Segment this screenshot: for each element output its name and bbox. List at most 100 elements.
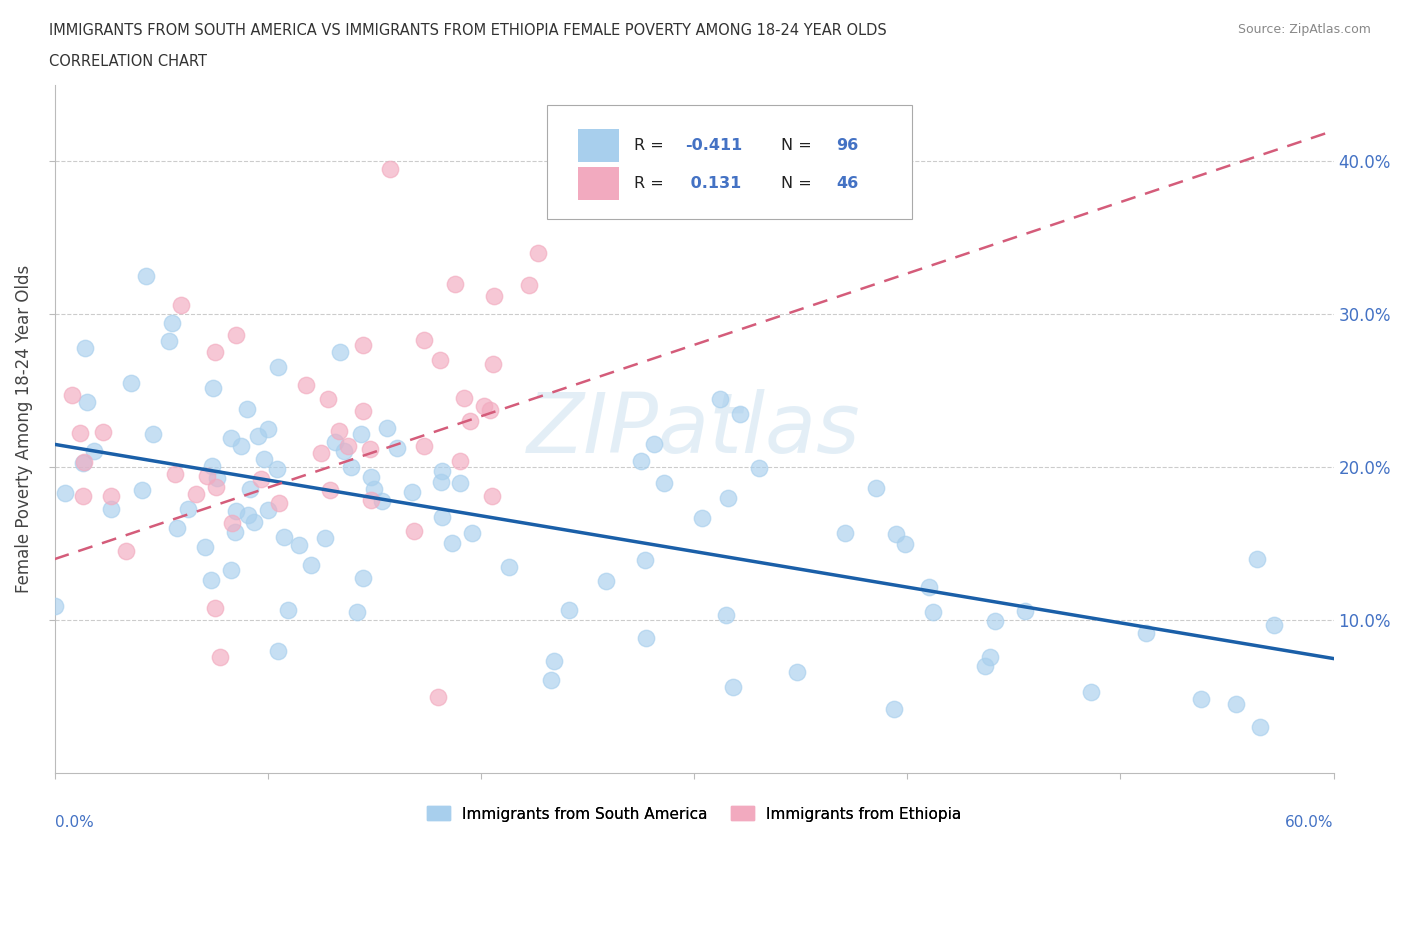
Point: [430, 464, 453, 479]
Point: [884, 526, 907, 541]
Point: [100, 488, 122, 503]
Point: [413, 439, 436, 454]
Text: 60.0%: 60.0%: [1285, 815, 1334, 830]
Point: [205, 471, 228, 485]
Point: [346, 604, 368, 619]
Point: [786, 665, 808, 680]
Point: [221, 515, 243, 530]
Point: [204, 601, 226, 616]
Point: [449, 476, 471, 491]
Point: [340, 459, 363, 474]
Point: [543, 653, 565, 668]
Point: [53, 485, 76, 500]
Point: [287, 537, 309, 551]
Point: [142, 427, 165, 442]
Point: [717, 490, 740, 505]
Point: [748, 460, 770, 475]
Point: [375, 421, 398, 436]
Y-axis label: Female Poverty Among 18-24 Year Olds: Female Poverty Among 18-24 Year Olds: [15, 265, 32, 593]
Point: [202, 380, 225, 395]
Point: [652, 475, 675, 490]
Point: [918, 579, 941, 594]
Point: [44, 599, 66, 614]
Point: [239, 482, 262, 497]
Point: [482, 288, 505, 303]
Point: [219, 431, 242, 445]
Point: [360, 492, 382, 507]
Point: [157, 334, 180, 349]
Point: [380, 162, 402, 177]
Point: [177, 501, 200, 516]
FancyBboxPatch shape: [578, 129, 619, 162]
Point: [100, 501, 122, 516]
Point: [205, 480, 228, 495]
Point: [83, 444, 105, 458]
Point: [460, 525, 482, 540]
Point: [91, 424, 114, 439]
Point: [163, 467, 186, 482]
Point: [526, 246, 548, 261]
Point: [247, 429, 270, 444]
Point: [76, 394, 98, 409]
Point: [121, 376, 143, 391]
Point: [440, 535, 463, 550]
Point: [200, 573, 222, 588]
Text: R =: R =: [634, 176, 669, 191]
Point: [319, 483, 342, 498]
Point: [1249, 720, 1271, 735]
Point: [1014, 604, 1036, 618]
Text: Source: ZipAtlas.com: Source: ZipAtlas.com: [1237, 23, 1371, 36]
Point: [166, 521, 188, 536]
Point: [236, 508, 259, 523]
Text: N =: N =: [782, 176, 817, 191]
FancyBboxPatch shape: [578, 166, 619, 200]
Point: [201, 458, 224, 473]
Point: [253, 452, 276, 467]
Point: [540, 672, 562, 687]
Point: [359, 442, 381, 457]
Point: [1225, 697, 1247, 711]
Point: [299, 557, 322, 572]
Point: [208, 649, 231, 664]
Point: [1263, 618, 1285, 633]
Point: [363, 481, 385, 496]
Point: [314, 530, 336, 545]
Point: [1080, 684, 1102, 699]
Point: [267, 359, 290, 374]
Point: [558, 603, 581, 618]
Point: [479, 403, 502, 418]
Point: [195, 469, 218, 484]
Point: [498, 560, 520, 575]
Text: ZIPatlas: ZIPatlas: [527, 389, 860, 470]
Point: [225, 503, 247, 518]
Point: [328, 423, 350, 438]
Point: [170, 298, 193, 312]
Point: [413, 333, 436, 348]
Text: 96: 96: [837, 138, 858, 153]
Point: [352, 338, 374, 352]
Point: [134, 269, 156, 284]
Point: [336, 438, 359, 453]
Point: [371, 494, 394, 509]
Point: [72, 456, 94, 471]
Point: [430, 474, 453, 489]
Text: 0.131: 0.131: [685, 176, 741, 191]
Point: [449, 453, 471, 468]
Point: [277, 603, 299, 618]
Point: [519, 278, 541, 293]
Text: CORRELATION CHART: CORRELATION CHART: [49, 54, 207, 69]
Point: [309, 445, 332, 460]
Point: [1189, 691, 1212, 706]
Point: [716, 607, 738, 622]
Point: [224, 525, 246, 539]
Point: [973, 658, 995, 673]
Point: [186, 486, 208, 501]
Point: [922, 604, 945, 619]
Point: [257, 503, 280, 518]
Point: [250, 472, 273, 486]
Point: [266, 461, 288, 476]
Point: [481, 489, 503, 504]
Point: [427, 689, 450, 704]
Point: [690, 511, 713, 525]
Point: [131, 483, 153, 498]
